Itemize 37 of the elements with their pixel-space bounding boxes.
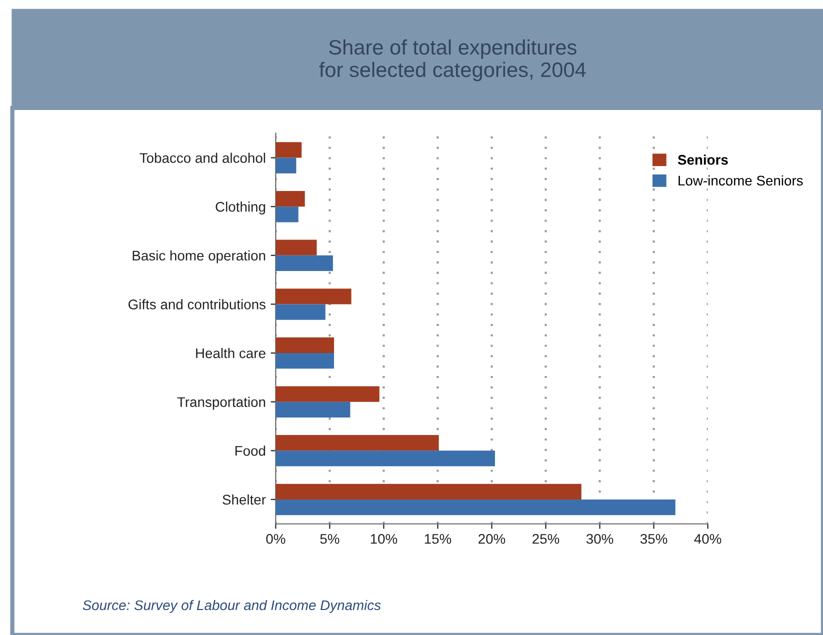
bar bbox=[276, 499, 676, 516]
x-tick-label: 20% bbox=[478, 534, 506, 544]
y-tick-label: Health care bbox=[196, 348, 266, 358]
bar bbox=[276, 450, 495, 466]
bar bbox=[276, 304, 326, 320]
y-tick-label: Food bbox=[235, 446, 266, 456]
x-tick-label: 25% bbox=[532, 534, 560, 544]
bar bbox=[276, 158, 296, 174]
legend-label: Low-income Seniors bbox=[678, 175, 803, 186]
source-note: Source: Survey of Labour and Income Dynamics bbox=[82, 600, 381, 613]
bar bbox=[276, 402, 350, 418]
bar bbox=[276, 337, 334, 354]
x-tick-label: 30% bbox=[586, 534, 614, 544]
y-tick-label: Gifts and contributions bbox=[128, 299, 266, 310]
bar bbox=[276, 386, 380, 402]
y-tick-label: Shelter bbox=[222, 494, 266, 505]
bar bbox=[276, 288, 352, 304]
y-tick-label: Tobacco and alcohol bbox=[140, 152, 266, 163]
bar bbox=[276, 353, 334, 369]
x-tick-label: 35% bbox=[640, 534, 668, 544]
x-tick-label: 0% bbox=[266, 534, 286, 544]
chart-title: Share of total expenditures for selected categories, 2004 bbox=[319, 39, 586, 82]
x-tick-label: 15% bbox=[424, 534, 452, 544]
bar bbox=[276, 206, 298, 222]
y-tick-label: Transportation bbox=[177, 396, 266, 410]
bar bbox=[276, 484, 582, 500]
y-tick-label: Clothing bbox=[216, 202, 266, 214]
bar bbox=[276, 435, 439, 451]
bar bbox=[276, 190, 305, 207]
x-tick-label: 40% bbox=[694, 534, 722, 544]
y-tick-label: Basic home operation bbox=[132, 250, 266, 264]
legend-label: Seniors bbox=[678, 154, 728, 165]
x-tick-label: 5% bbox=[320, 534, 340, 544]
bar bbox=[276, 240, 317, 256]
bar bbox=[276, 142, 302, 158]
bar bbox=[276, 255, 333, 272]
x-tick-label: 10% bbox=[370, 534, 398, 544]
